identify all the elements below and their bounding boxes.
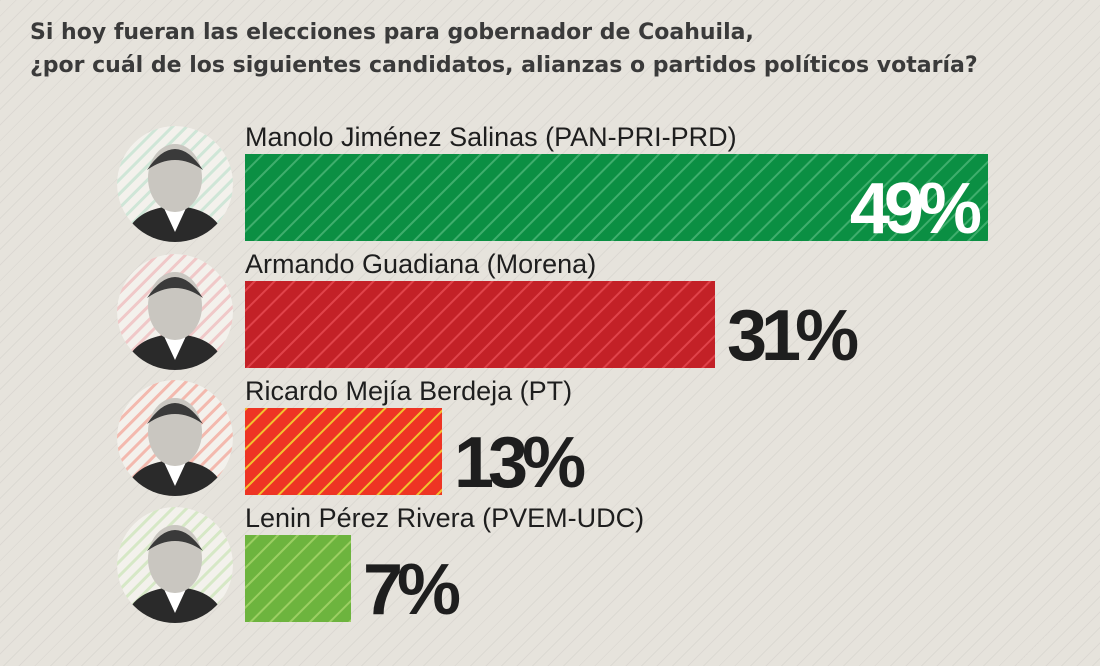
title-line-2: ¿por cuál de los siguientes candidatos, … xyxy=(30,53,978,78)
bar xyxy=(245,408,442,495)
category-label: Ricardo Mejía Berdeja (PT) xyxy=(245,376,572,406)
category-label: Lenin Pérez Rivera (PVEM-UDC) xyxy=(245,503,644,533)
category-label: Armando Guadiana (Morena) xyxy=(245,249,596,279)
value-label: 49% xyxy=(850,169,981,249)
candidate-photo xyxy=(117,254,233,370)
candidate-photo xyxy=(117,380,233,496)
bar xyxy=(245,535,351,622)
candidate-photo xyxy=(117,507,233,623)
bar xyxy=(245,281,715,368)
value-label: 7% xyxy=(363,550,460,630)
candidate-photo xyxy=(117,126,233,242)
bar xyxy=(245,154,988,241)
value-label: 31% xyxy=(727,296,858,376)
category-label: Manolo Jiménez Salinas (PAN-PRI-PRD) xyxy=(245,122,737,152)
title-line-1: Si hoy fueran las elecciones para gobern… xyxy=(30,20,754,45)
value-label: 13% xyxy=(454,423,585,503)
chart-title: Si hoy fueran las elecciones para gobern… xyxy=(30,16,1080,82)
